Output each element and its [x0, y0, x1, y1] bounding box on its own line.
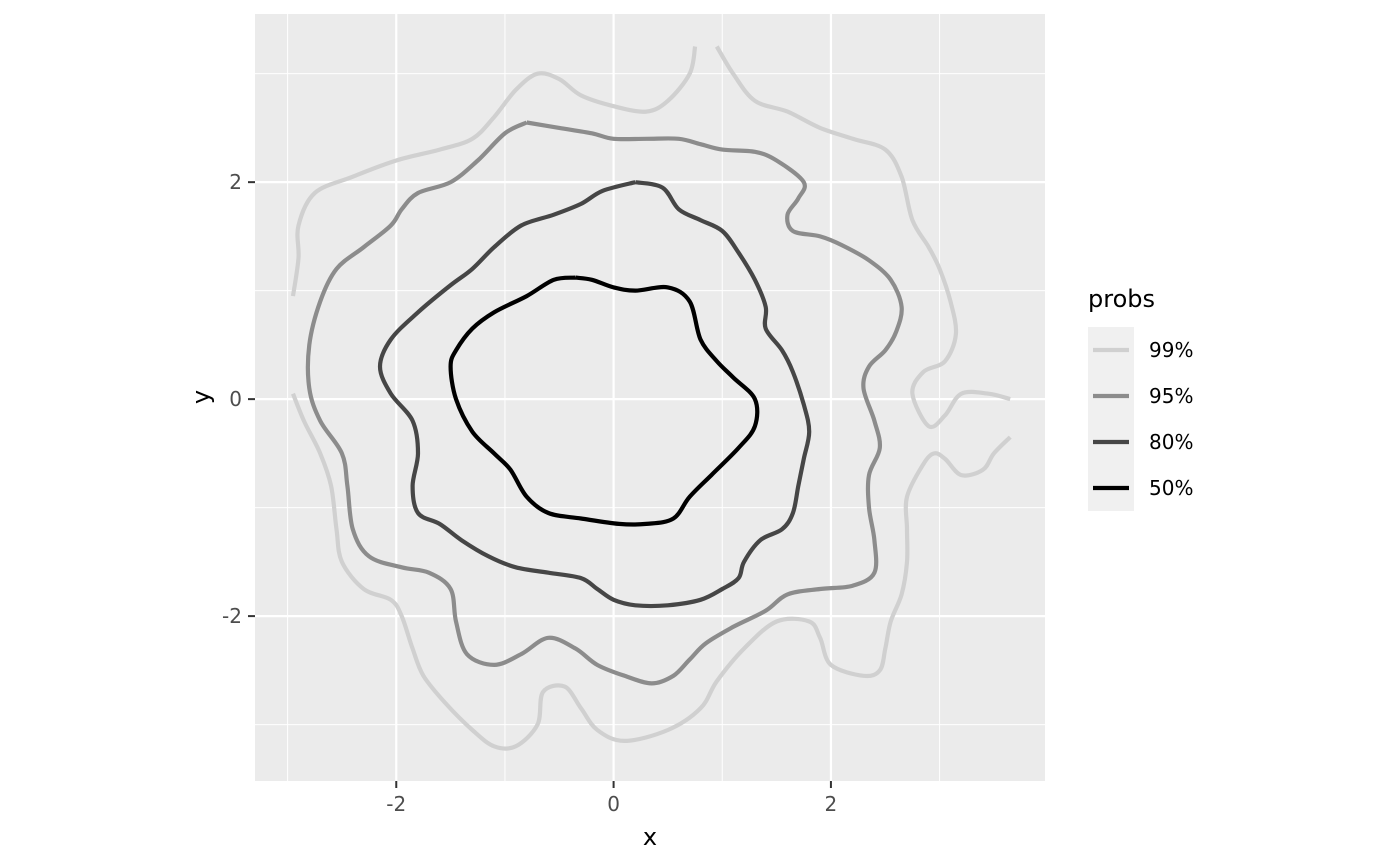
y-tick-label: 2 [229, 170, 242, 194]
contour-line [448, 275, 760, 527]
x-tick-label: -2 [386, 792, 406, 816]
legend-item: 95% [1088, 373, 1193, 419]
y-axis-title: y [187, 390, 215, 404]
x-axis-title: x [643, 823, 657, 851]
legend-label: 99% [1149, 338, 1193, 362]
contour-series-95pct [305, 120, 904, 686]
legend-label: 80% [1149, 430, 1193, 454]
contour-line [714, 45, 1011, 430]
contour-series-50pct [448, 275, 760, 527]
contour-line [377, 180, 812, 609]
y-tick-label: 0 [229, 387, 242, 411]
contour-series-99pct [290, 45, 1012, 751]
legend-title: probs [1088, 285, 1155, 313]
legend-item: 80% [1088, 419, 1193, 465]
legend-label: 50% [1149, 476, 1193, 500]
legend-label: 95% [1149, 384, 1193, 408]
contour-series-80pct [377, 180, 812, 609]
x-tick-label: 0 [607, 792, 620, 816]
legend: 99% 95% 80% 50% [1088, 327, 1193, 511]
legend-item: 99% [1088, 327, 1193, 373]
contour-line [291, 392, 1012, 751]
axes: -2 0 2 -2 0 2 [222, 170, 837, 816]
contour-lines [290, 45, 1012, 751]
y-tick-label: -2 [222, 604, 242, 628]
plot-panel [255, 14, 1045, 781]
contour-line [305, 120, 904, 686]
legend-item: 50% [1088, 465, 1193, 511]
x-tick-label: 2 [825, 792, 838, 816]
contour-line [290, 46, 698, 297]
